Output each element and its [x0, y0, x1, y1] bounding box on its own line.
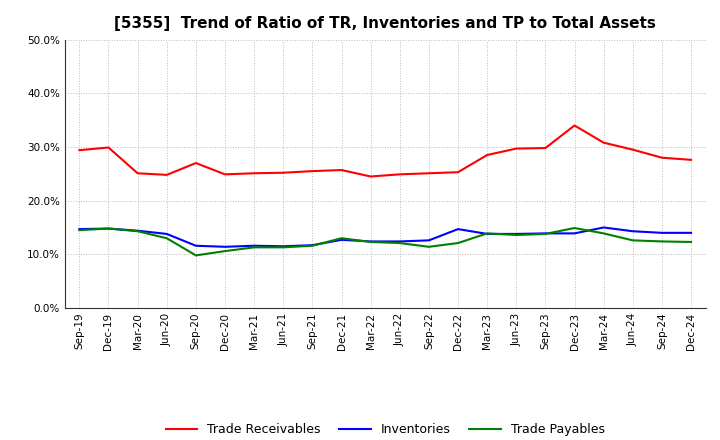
- Trade Payables: [192, 253, 200, 258]
- Trade Payables: [279, 245, 287, 250]
- Inventories: [163, 231, 171, 237]
- Trade Receivables: [279, 170, 287, 176]
- Inventories: [337, 237, 346, 242]
- Inventories: [425, 238, 433, 243]
- Trade Receivables: [657, 155, 666, 160]
- Trade Receivables: [366, 174, 375, 179]
- Legend: Trade Receivables, Inventories, Trade Payables: Trade Receivables, Inventories, Trade Pa…: [161, 418, 610, 440]
- Inventories: [599, 225, 608, 230]
- Inventories: [395, 239, 404, 244]
- Inventories: [104, 226, 113, 231]
- Trade Receivables: [75, 147, 84, 153]
- Trade Receivables: [308, 169, 317, 174]
- Trade Receivables: [425, 171, 433, 176]
- Trade Payables: [541, 231, 550, 237]
- Inventories: [629, 229, 637, 234]
- Line: Inventories: Inventories: [79, 227, 691, 247]
- Inventories: [279, 244, 287, 249]
- Trade Payables: [599, 231, 608, 236]
- Trade Receivables: [163, 172, 171, 177]
- Inventories: [75, 227, 84, 232]
- Trade Receivables: [250, 171, 258, 176]
- Inventories: [657, 230, 666, 235]
- Inventories: [483, 231, 492, 237]
- Inventories: [133, 228, 142, 233]
- Trade Payables: [512, 232, 521, 238]
- Inventories: [308, 242, 317, 248]
- Inventories: [541, 231, 550, 236]
- Trade Payables: [220, 249, 229, 254]
- Inventories: [366, 239, 375, 244]
- Trade Payables: [104, 226, 113, 231]
- Trade Payables: [308, 243, 317, 248]
- Inventories: [454, 227, 462, 232]
- Trade Payables: [657, 239, 666, 244]
- Trade Payables: [366, 239, 375, 245]
- Trade Payables: [629, 238, 637, 243]
- Trade Receivables: [629, 147, 637, 152]
- Trade Payables: [163, 235, 171, 241]
- Trade Payables: [75, 227, 84, 233]
- Trade Payables: [483, 231, 492, 236]
- Trade Payables: [454, 240, 462, 246]
- Inventories: [687, 230, 696, 235]
- Title: [5355]  Trend of Ratio of TR, Inventories and TP to Total Assets: [5355] Trend of Ratio of TR, Inventories…: [114, 16, 656, 32]
- Trade Payables: [425, 244, 433, 249]
- Trade Receivables: [512, 146, 521, 151]
- Trade Receivables: [687, 157, 696, 162]
- Trade Receivables: [192, 161, 200, 166]
- Trade Receivables: [220, 172, 229, 177]
- Trade Payables: [337, 235, 346, 241]
- Trade Receivables: [133, 171, 142, 176]
- Trade Receivables: [541, 145, 550, 150]
- Trade Receivables: [483, 152, 492, 158]
- Trade Payables: [395, 240, 404, 246]
- Trade Receivables: [454, 169, 462, 175]
- Inventories: [250, 243, 258, 248]
- Inventories: [570, 231, 579, 236]
- Trade Receivables: [395, 172, 404, 177]
- Trade Payables: [687, 239, 696, 245]
- Trade Receivables: [337, 167, 346, 172]
- Trade Receivables: [599, 140, 608, 145]
- Trade Payables: [250, 245, 258, 250]
- Inventories: [220, 244, 229, 249]
- Trade Receivables: [104, 145, 113, 150]
- Trade Payables: [133, 229, 142, 234]
- Inventories: [192, 243, 200, 248]
- Trade Receivables: [570, 123, 579, 128]
- Line: Trade Payables: Trade Payables: [79, 228, 691, 255]
- Trade Payables: [570, 225, 579, 231]
- Line: Trade Receivables: Trade Receivables: [79, 125, 691, 176]
- Inventories: [512, 231, 521, 237]
